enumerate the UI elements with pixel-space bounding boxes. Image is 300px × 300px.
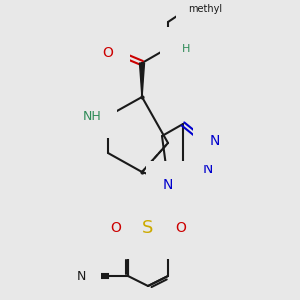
Text: NH: NH — [83, 110, 102, 122]
Text: O: O — [110, 221, 121, 235]
Text: methyl: methyl — [188, 4, 222, 14]
Text: N: N — [203, 162, 213, 176]
Text: HN: HN — [136, 208, 155, 220]
Polygon shape — [140, 63, 145, 97]
Text: NH: NH — [175, 41, 194, 55]
Text: O: O — [102, 46, 113, 60]
Polygon shape — [142, 172, 169, 183]
Text: H: H — [182, 44, 190, 54]
Text: N: N — [76, 269, 86, 283]
Text: O: O — [175, 221, 186, 235]
Text: N: N — [210, 134, 220, 148]
Text: S: S — [142, 219, 154, 237]
Text: N: N — [163, 178, 173, 192]
